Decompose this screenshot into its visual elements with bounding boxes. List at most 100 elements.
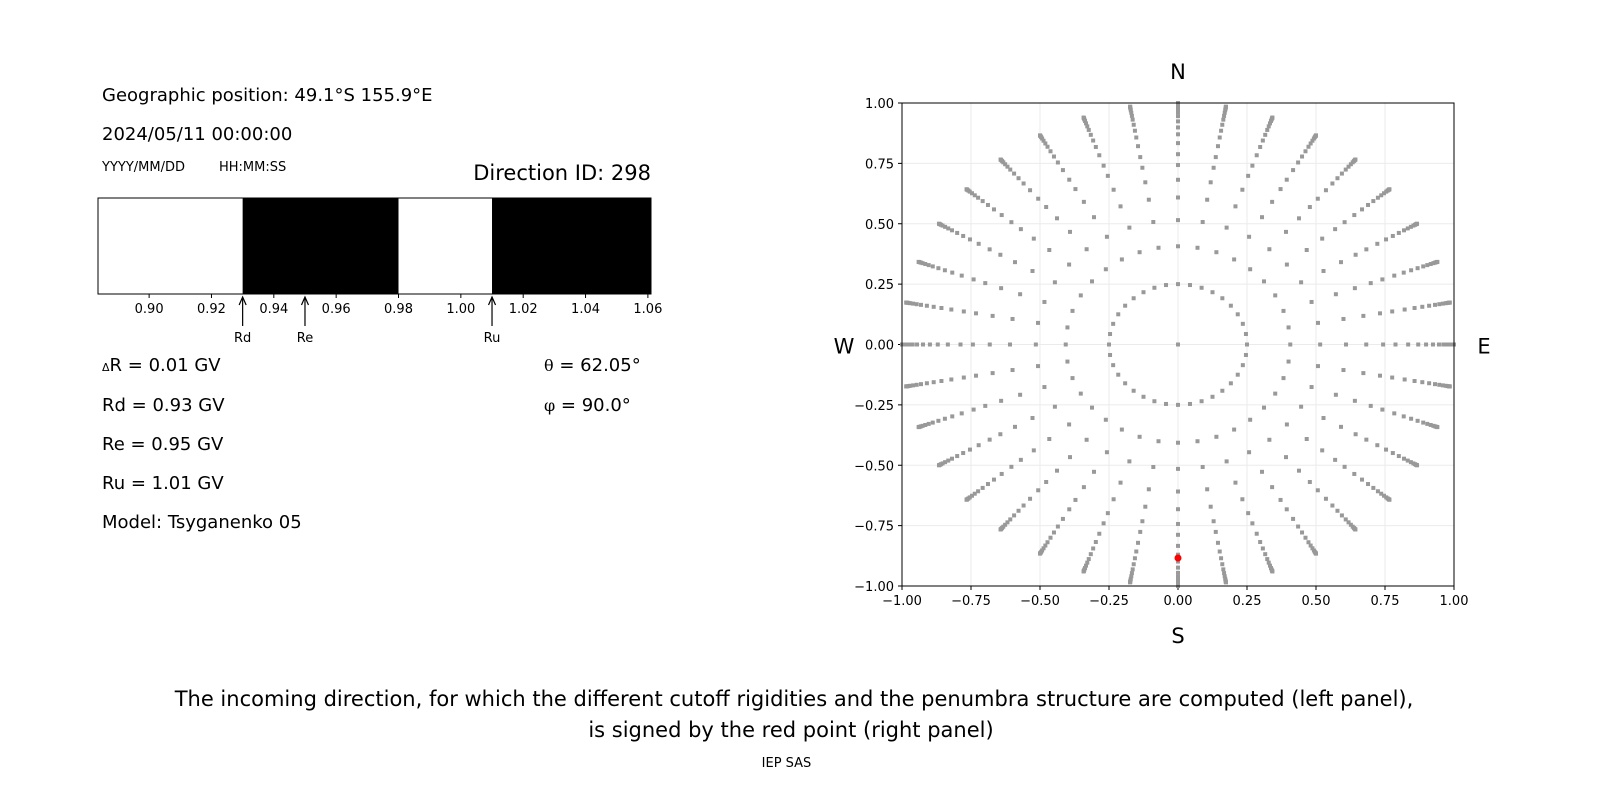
rd-value: Rd = 0.93 GV bbox=[102, 395, 225, 416]
direction-point bbox=[1164, 401, 1169, 406]
direction-point bbox=[1346, 164, 1351, 169]
direction-point bbox=[1308, 543, 1313, 548]
direction-point bbox=[1176, 163, 1180, 168]
direction-point bbox=[1214, 434, 1219, 439]
direction-point bbox=[1127, 225, 1132, 230]
direction-point bbox=[983, 281, 988, 286]
direction-point bbox=[943, 224, 948, 229]
direction-point bbox=[1360, 207, 1365, 212]
direction-point bbox=[1176, 114, 1180, 119]
direction-point bbox=[1296, 468, 1301, 473]
direction-point bbox=[1352, 286, 1357, 291]
direction-point bbox=[935, 342, 940, 347]
marker-label: Rd bbox=[234, 331, 251, 346]
direction-point bbox=[1245, 342, 1249, 347]
direction-point bbox=[1131, 388, 1136, 393]
direction-point bbox=[949, 228, 954, 233]
direction-point bbox=[1343, 517, 1348, 522]
penumbra-segment bbox=[492, 198, 651, 294]
direction-point bbox=[991, 477, 996, 482]
direction-point bbox=[1131, 562, 1136, 567]
direction-point bbox=[1091, 469, 1096, 474]
direction-point bbox=[1140, 165, 1145, 170]
direction-point bbox=[1104, 450, 1109, 455]
direction-point bbox=[990, 371, 995, 376]
direction-point bbox=[1339, 513, 1344, 518]
direction-point bbox=[1401, 414, 1406, 419]
direction-point bbox=[1176, 342, 1180, 347]
direction-point bbox=[1093, 540, 1098, 545]
direction-point bbox=[1390, 233, 1395, 238]
direction-point bbox=[931, 304, 936, 309]
direction-point bbox=[1051, 530, 1056, 535]
arrow-head-icon bbox=[487, 295, 497, 306]
direction-point bbox=[1260, 138, 1265, 143]
y-tick-label: −0.50 bbox=[854, 459, 894, 474]
theta-text: = 62.05° bbox=[553, 355, 641, 376]
direction-point bbox=[1036, 196, 1041, 201]
direction-point bbox=[959, 273, 964, 278]
direction-point bbox=[1375, 195, 1380, 200]
direction-point bbox=[1320, 448, 1325, 453]
direction-point bbox=[1221, 117, 1226, 122]
direction-point bbox=[1447, 384, 1452, 389]
direction-point bbox=[1152, 399, 1157, 404]
y-tick-label: 0.50 bbox=[865, 218, 894, 233]
direction-point bbox=[1111, 497, 1116, 502]
direction-point bbox=[1213, 155, 1218, 160]
direction-point bbox=[1016, 508, 1021, 513]
direction-point bbox=[1314, 133, 1318, 138]
direction-point bbox=[1097, 531, 1102, 536]
direction-point bbox=[983, 403, 988, 408]
direction-point bbox=[1044, 479, 1049, 484]
direction-point bbox=[916, 425, 921, 430]
direction-point bbox=[1375, 489, 1380, 494]
direction-point bbox=[1284, 177, 1289, 182]
direction-point bbox=[1043, 543, 1048, 548]
direction-point bbox=[1235, 372, 1240, 377]
direction-point bbox=[1402, 456, 1407, 461]
direction-map-chart: −1.00 −0.75 −0.50 −0.25 0.00 0.25 0.50 0.75 1.00… bbox=[834, 60, 1491, 648]
y-tick-label: 0.25 bbox=[865, 278, 894, 293]
direction-point bbox=[1195, 245, 1200, 250]
direction-point bbox=[1081, 199, 1086, 204]
direction-point bbox=[961, 233, 966, 238]
direction-point bbox=[1291, 516, 1296, 521]
direction-point bbox=[1012, 260, 1017, 265]
direction-point bbox=[1254, 153, 1259, 158]
direction-point bbox=[1176, 141, 1180, 146]
x-tick-label: 1.04 bbox=[571, 302, 600, 317]
direction-point bbox=[1390, 309, 1395, 314]
direction-point bbox=[1409, 268, 1414, 273]
direction-point bbox=[1031, 236, 1036, 241]
penumbra-segment bbox=[98, 198, 243, 294]
direction-point bbox=[1065, 325, 1070, 330]
direction-point bbox=[1119, 427, 1124, 432]
direction-point bbox=[998, 432, 1003, 437]
direction-point bbox=[1220, 388, 1225, 393]
direction-point bbox=[1031, 448, 1036, 453]
direction-point bbox=[904, 300, 909, 305]
direction-point bbox=[1366, 482, 1371, 487]
direction-point bbox=[911, 383, 916, 388]
direction-point bbox=[1371, 485, 1376, 490]
direction-point bbox=[1368, 281, 1373, 286]
direction-point bbox=[1393, 342, 1398, 347]
direction-point bbox=[1248, 267, 1253, 272]
direction-point bbox=[1440, 383, 1445, 388]
direction-point bbox=[914, 382, 919, 387]
direction-point bbox=[936, 266, 941, 271]
direction-point bbox=[1318, 342, 1323, 347]
direction-point bbox=[1151, 464, 1156, 469]
direction-point bbox=[1176, 282, 1180, 287]
direction-point bbox=[1440, 301, 1445, 306]
direction-point bbox=[1270, 115, 1275, 120]
direction-point bbox=[1441, 342, 1446, 347]
direction-point bbox=[1382, 493, 1387, 498]
direction-point bbox=[1335, 508, 1340, 513]
x-tick-label: 1.02 bbox=[509, 302, 538, 317]
y-tick-label: −0.75 bbox=[854, 520, 894, 535]
direction-point bbox=[1379, 491, 1384, 496]
direction-point bbox=[946, 226, 951, 231]
credit: IEP SAS bbox=[761, 756, 812, 771]
